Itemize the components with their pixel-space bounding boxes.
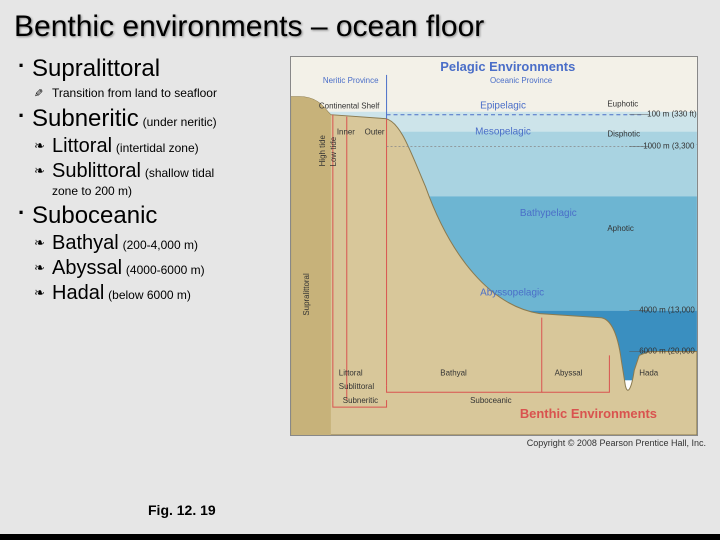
depth-1000: 1000 m (3,300 ft) xyxy=(643,142,697,151)
label-euphotic: Euphotic xyxy=(607,100,638,109)
bullet-note: (4000-6000 m) xyxy=(126,263,205,277)
depth-4000: 4000 m (13,000 ft) xyxy=(639,306,697,315)
label-epipelagic: Epipelagic xyxy=(480,101,526,112)
label-hada: Hada xyxy=(639,368,659,377)
bullet-suboceanic: Suboceanic Bathyal (200-4,000 m) Abyssal… xyxy=(18,201,286,306)
label-high-tide: High tide xyxy=(318,135,327,167)
bullet-outline: Supralittoral Transition from land to se… xyxy=(0,52,290,534)
bullet-supralittoral: Supralittoral Transition from land to se… xyxy=(18,54,286,102)
bullet-title: Bathyal xyxy=(52,232,119,254)
bullet-title: Suboceanic xyxy=(32,202,157,229)
bullet-note: (below 6000 m) xyxy=(108,288,191,302)
label-mesopelagic: Mesopelagic xyxy=(475,127,531,138)
bullet-title: Supralittoral xyxy=(32,55,160,82)
bullet-bathyal: Bathyal (200-4,000 m) xyxy=(36,231,286,256)
benthic-title: Benthic Environments xyxy=(520,406,657,421)
content-area: Supralittoral Transition from land to se… xyxy=(0,52,720,534)
label-aphotic: Aphotic xyxy=(607,224,634,233)
bullet-abyssal: Abyssal (4000-6000 m) xyxy=(36,256,286,281)
ocean-diagram-svg: Pelagic Environments Benthic Environment… xyxy=(291,57,697,435)
depth-6000: 6000 m (20,000 ft) xyxy=(639,346,697,355)
bullet-littoral: Littoral (intertidal zone) xyxy=(36,134,286,159)
bullet-title: Abyssal xyxy=(52,257,122,279)
slide-title: Benthic environments – ocean floor xyxy=(0,0,720,52)
label-littoral: Littoral xyxy=(339,368,363,377)
bullet-title: Hadal xyxy=(52,282,104,304)
bullet-title: Sublittoral xyxy=(52,160,141,182)
pelagic-title: Pelagic Environments xyxy=(440,59,575,74)
label-abyssal: Abyssal xyxy=(555,368,583,377)
bullet-title: Littoral xyxy=(52,135,112,157)
bullet-hadal: Hadal (below 6000 m) xyxy=(36,281,286,306)
bullet-note: Transition from land to seafloor xyxy=(52,86,217,100)
label-shelf: Continental Shelf xyxy=(319,102,380,111)
bullet-sublittoral: Sublittoral (shallow tidal xyxy=(36,159,286,184)
label-oceanic: Oceanic Province xyxy=(490,76,553,85)
bullet-supralittoral-sub: Transition from land to seafloor xyxy=(36,84,286,102)
label-disphotic: Disphotic xyxy=(607,130,640,139)
label-neritic: Neritic Province xyxy=(323,76,379,85)
bullet-note: (intertidal zone) xyxy=(116,141,199,155)
label-outer: Outer xyxy=(365,128,385,137)
label-subneritic: Subneritic xyxy=(343,396,378,405)
label-low-tide: Low tide xyxy=(329,136,338,166)
label-abyssopelagic: Abyssopelagic xyxy=(480,288,544,299)
diagram-column: Pelagic Environments Benthic Environment… xyxy=(290,52,720,534)
label-bathyal: Bathyal xyxy=(440,368,467,377)
label-sublittoral: Sublittoral xyxy=(339,382,375,391)
label-bathypelagic: Bathypelagic xyxy=(520,208,577,219)
depth-100: 100 m (330 ft) xyxy=(647,110,697,119)
label-inner: Inner xyxy=(337,128,355,137)
bullet-note: (200-4,000 m) xyxy=(123,238,198,252)
bullet-title: Subneritic xyxy=(32,105,139,132)
ocean-zones-diagram: Pelagic Environments Benthic Environment… xyxy=(290,56,698,436)
figure-caption: Fig. 12. 19 xyxy=(148,502,216,518)
bullet-note: (under neritic) xyxy=(143,115,217,129)
label-supralittoral: Supralittoral xyxy=(302,273,311,316)
bullet-note-continuation: zone to 200 m) xyxy=(52,184,286,199)
bullet-note: (shallow tidal xyxy=(145,166,214,180)
bullet-subneritic: Subneritic (under neritic) Littoral (int… xyxy=(18,104,286,199)
label-suboceanic: Suboceanic xyxy=(470,396,512,405)
copyright-text: Copyright © 2008 Pearson Prentice Hall, … xyxy=(290,436,714,448)
